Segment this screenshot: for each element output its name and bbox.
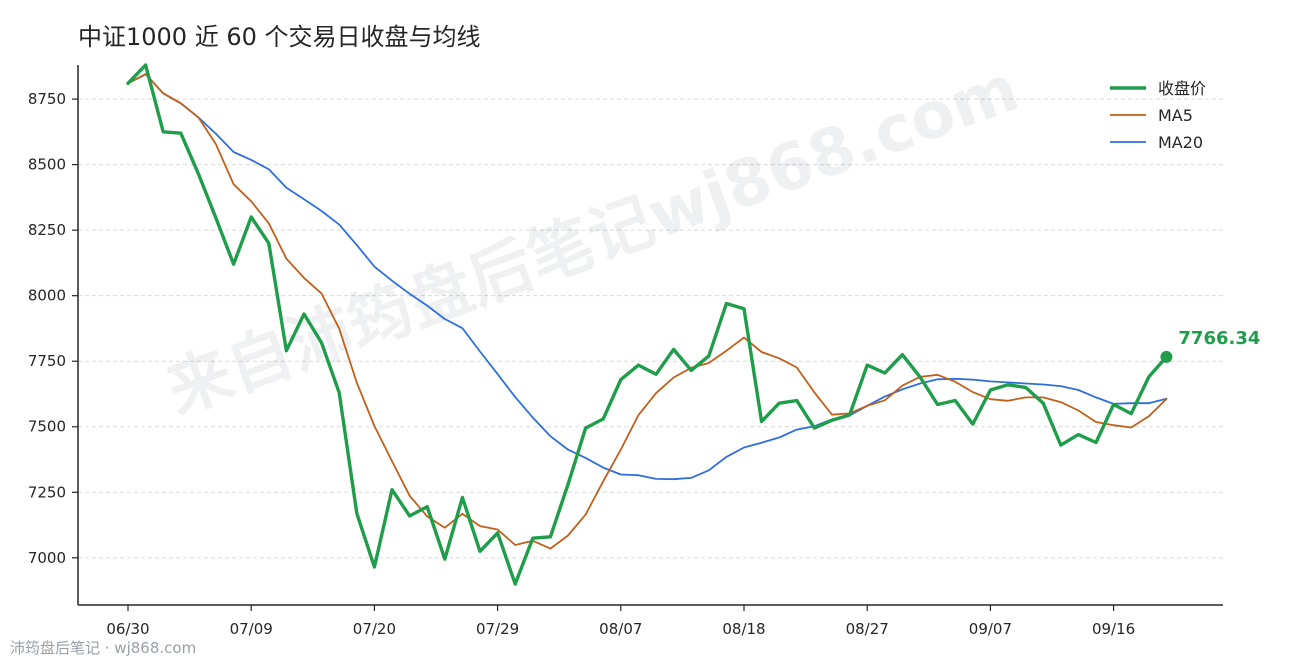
legend-label: MA20 xyxy=(1158,133,1203,152)
legend: 收盘价 MA5 MA20 xyxy=(1110,79,1206,152)
y-tick-label: 7750 xyxy=(28,352,66,370)
credit-text: 沛筠盘后笔记 · wj868.com xyxy=(10,639,196,657)
x-tick-label: 08/07 xyxy=(599,620,642,638)
y-tick-label: 8500 xyxy=(28,156,66,174)
last-value-dot xyxy=(1160,350,1173,363)
y-tick-label: 8250 xyxy=(28,221,66,239)
x-tick-label: 08/18 xyxy=(722,620,765,638)
y-tick-label: 8750 xyxy=(28,90,66,108)
x-tick-label: 07/20 xyxy=(353,620,396,638)
axes xyxy=(77,65,1223,606)
x-tick-label: 07/09 xyxy=(230,620,273,638)
x-tick-label: 09/07 xyxy=(969,620,1012,638)
x-tick-label: 06/30 xyxy=(106,620,149,638)
x-tick-label: 08/27 xyxy=(846,620,889,638)
legend-label: 收盘价 xyxy=(1158,79,1206,98)
x-tick-label: 09/16 xyxy=(1092,620,1135,638)
y-axis-ticks: 7000 7250 7500 7750 8000 8250 8500 8750 xyxy=(28,90,78,567)
y-tick-label: 7000 xyxy=(28,549,66,567)
watermark: 来自沛筠盘后笔记wj868.com xyxy=(158,52,1029,429)
series-lines xyxy=(126,63,1169,586)
x-tick-label: 07/29 xyxy=(476,620,519,638)
last-value-marker: 7766.34 xyxy=(1160,328,1260,363)
grid-lines xyxy=(78,98,1223,559)
series-line-close xyxy=(126,63,1169,586)
legend-label: MA5 xyxy=(1158,106,1193,125)
y-tick-label: 7500 xyxy=(28,418,66,436)
last-value-label: 7766.34 xyxy=(1178,328,1260,349)
y-tick-label: 8000 xyxy=(28,287,66,305)
chart-title: 中证1000 近 60 个交易日收盘与均线 xyxy=(78,23,481,51)
y-tick-label: 7250 xyxy=(28,483,66,501)
series-line-ma5 xyxy=(127,73,1168,550)
x-axis-ticks: 06/30 07/09 07/20 07/29 08/07 08/18 08/27 09/07… xyxy=(106,605,1135,638)
series-line-ma20 xyxy=(127,73,1168,481)
